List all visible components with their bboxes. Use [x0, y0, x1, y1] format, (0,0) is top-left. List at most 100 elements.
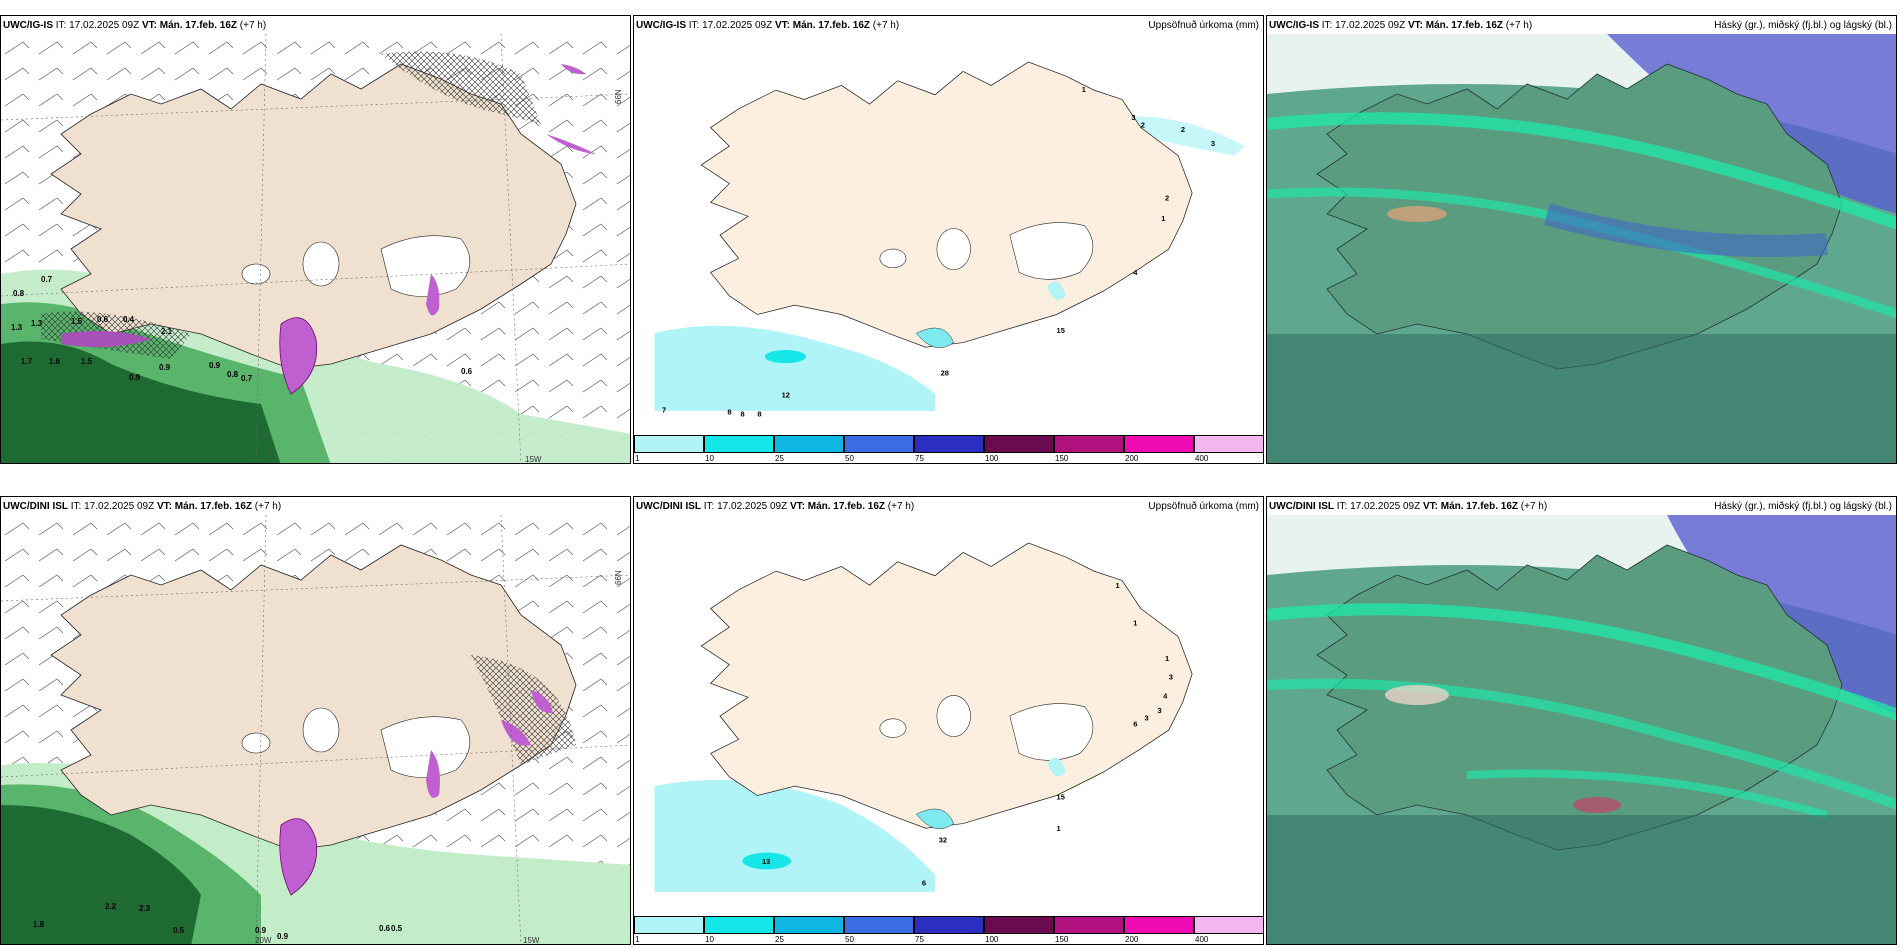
precip-legend: 1 10 25 50 75 100 150 200 400: [634, 916, 1263, 944]
value-label: 0.5: [391, 924, 403, 933]
legend-tick: 100: [985, 935, 999, 944]
value-label: 0.9: [129, 373, 141, 382]
legend-tick: 75: [915, 454, 924, 463]
value-label: 0.8: [227, 370, 239, 379]
value-label: 0.4: [123, 315, 135, 324]
legend-swatch: [914, 916, 984, 934]
panel-cloud-top: UWC/IG-IS IT: 17.02.2025 09Z VT: Mán. 17…: [1266, 15, 1897, 464]
value-label: 32: [939, 835, 947, 844]
value-label: 3: [1158, 706, 1162, 715]
value-label: 12: [782, 391, 790, 400]
value-label: 2.1: [161, 327, 173, 336]
value-label: 8: [741, 409, 745, 418]
panel-wind-bottom: UWC/DINI ISL IT: 17.02.2025 09Z VT: Mán.…: [0, 496, 631, 945]
value-label: 8: [757, 409, 761, 418]
precip-legend: 1 10 25 50 75 100 150 200 400: [634, 435, 1263, 463]
value-label: 0.9: [159, 363, 171, 372]
lon-label-20w: 20W: [255, 936, 272, 945]
cloud-title: Háský (gr.), miðský (fj.bl.) og lágský (…: [1714, 501, 1892, 512]
value-label: 0.6: [379, 924, 391, 933]
value-label: 13: [762, 857, 770, 866]
value-label: 0.7: [241, 374, 253, 383]
legend-tick: 1: [635, 935, 640, 944]
value-label: 0.8: [13, 289, 25, 298]
legend-swatch: [914, 435, 984, 453]
panel-precip-bottom: UWC/DINI ISL IT: 17.02.2025 09Z VT: Mán.…: [633, 496, 1264, 945]
value-label: 3: [1169, 673, 1173, 682]
legend-swatch: [984, 916, 1054, 934]
value-label: 4: [1163, 691, 1168, 700]
legend-tick: 150: [1055, 454, 1069, 463]
legend-swatch: [984, 435, 1054, 453]
precip-title: Uppsöfnuð úrkoma (mm): [1148, 20, 1259, 31]
value-label: 6: [922, 878, 926, 887]
value-label: 2: [1141, 121, 1145, 130]
precip-title: Uppsöfnuð úrkoma (mm): [1148, 501, 1259, 512]
value-label: 1.3: [31, 319, 43, 328]
value-label: 1.6: [49, 357, 61, 366]
legend-tick: 200: [1125, 454, 1139, 463]
value-label: 1: [1082, 85, 1086, 94]
value-label: 2: [1181, 125, 1185, 134]
legend-tick: 200: [1125, 935, 1139, 944]
wind-map: 66N 15W 0.7 0.8 1.3 1.3 1.5 0.6 0.4 2.1 …: [1, 34, 630, 463]
value-label: 3: [1144, 714, 1148, 723]
legend-tick: 400: [1195, 454, 1209, 463]
precip-map: 1 3 2 2 3 2 1 4 15 28 12 7 8 8 8: [654, 61, 1245, 418]
value-label: 0.9: [277, 932, 289, 941]
value-label: 1: [1161, 214, 1165, 223]
legend-tick: 50: [845, 454, 854, 463]
value-label: 3: [1211, 139, 1215, 148]
value-label: 0.7: [41, 275, 53, 284]
legend-tick: 10: [705, 454, 714, 463]
panel-header: UWC/IG-IS IT: 17.02.2025 09Z VT: Mán. 17…: [1269, 20, 1533, 31]
cloud-map: [1267, 515, 1896, 944]
lon-label-15w: 15W: [523, 936, 540, 945]
legend-swatch: [844, 916, 914, 934]
value-label: 2.2: [105, 902, 117, 911]
panel-cloud-bottom: UWC/DINI ISL IT: 17.02.2025 09Z VT: Mán.…: [1266, 496, 1897, 945]
value-label: 1.5: [71, 317, 83, 326]
legend-swatch: [1194, 916, 1263, 934]
legend-swatch: [774, 435, 844, 453]
value-label: 2.3: [139, 904, 151, 913]
value-label: 2: [1165, 193, 1169, 202]
legend-tick: 150: [1055, 935, 1069, 944]
legend-swatch: [634, 435, 704, 453]
lat-label: 66N: [614, 89, 623, 104]
value-label: 4: [1133, 268, 1138, 277]
legend-swatch: [774, 916, 844, 934]
value-label: 0.5: [173, 926, 185, 935]
panel-header: UWC/DINI ISL IT: 17.02.2025 09Z VT: Mán.…: [3, 501, 282, 512]
value-label: 0.6: [461, 367, 473, 376]
value-label: 0.9: [255, 926, 267, 935]
value-label: 1.8: [33, 920, 45, 929]
wind-map: 66N 20W 15W 2.2 2.3 1.8 0.5 0.9 0.9 0.6 …: [1, 515, 630, 945]
panel-header: UWC/IG-IS IT: 17.02.2025 09Z VT: Mán. 17…: [3, 20, 267, 31]
value-label: 1: [1115, 581, 1119, 590]
legend-swatch: [634, 916, 704, 934]
legend-tick: 25: [775, 935, 784, 944]
legend-swatch: [1054, 916, 1124, 934]
value-label: 6: [1133, 719, 1137, 728]
value-label: 3: [1131, 113, 1135, 122]
legend-tick: 25: [775, 454, 784, 463]
cloud-map: [1267, 34, 1896, 463]
lat-label: 66N: [614, 570, 623, 585]
value-label: 1: [1165, 654, 1169, 663]
value-label: 7: [662, 406, 666, 415]
value-label: 1.3: [11, 323, 23, 332]
value-label: 28: [941, 368, 949, 377]
value-label: 1: [1057, 824, 1061, 833]
panel-header: UWC/IG-IS IT: 17.02.2025 09Z VT: Mán. 17…: [636, 20, 900, 31]
legend-tick: 75: [915, 935, 924, 944]
legend-swatch: [1054, 435, 1124, 453]
legend-tick: 1: [635, 454, 640, 463]
value-label: 0.6: [97, 315, 109, 324]
legend-swatch: [704, 435, 774, 453]
value-label: 15: [1057, 792, 1065, 801]
legend-tick: 400: [1195, 935, 1209, 944]
value-label: 15: [1057, 326, 1065, 335]
legend-tick: 100: [985, 454, 999, 463]
legend-swatch: [1194, 435, 1263, 453]
